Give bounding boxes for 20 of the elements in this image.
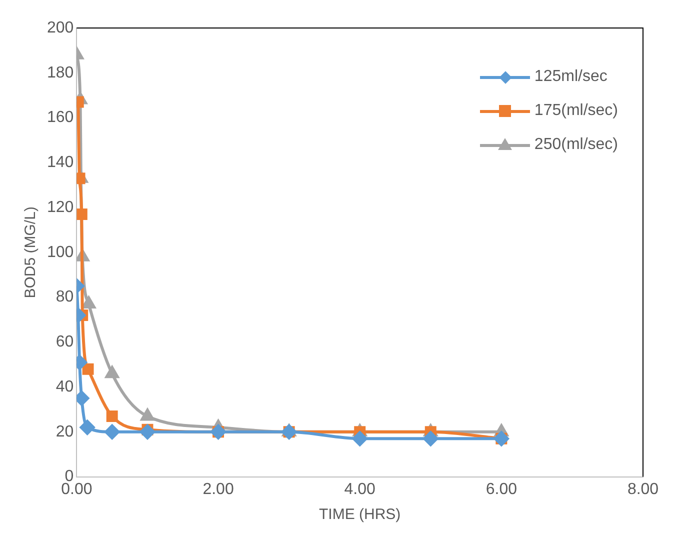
y-axis-title: BOD5 (MG/L) xyxy=(22,206,40,298)
x-tick-label: 4.00 xyxy=(344,480,376,498)
legend-label: 250(ml/sec) xyxy=(534,136,618,154)
x-tick-label: 6.00 xyxy=(486,480,518,498)
y-tick-label: 20 xyxy=(56,423,74,440)
legend-label: 125ml/sec xyxy=(534,68,608,86)
x-tick-label: 2.00 xyxy=(202,480,234,498)
x-axis-title: TIME (HRS) xyxy=(319,506,401,524)
y-tick-label: 200 xyxy=(46,19,74,36)
y-tick-label: 120 xyxy=(46,198,74,216)
x-tick-label: 0.00 xyxy=(61,480,92,498)
x-tick-label: 8.00 xyxy=(627,480,659,498)
y-tick-label: 140 xyxy=(46,154,74,172)
legend-label: 175(ml/sec) xyxy=(534,102,618,120)
y-tick-label: 100 xyxy=(46,244,74,261)
y-tick-label: 60 xyxy=(56,334,74,351)
y-tick-label: 80 xyxy=(56,288,74,306)
y-tick-label: 40 xyxy=(56,378,74,396)
y-tick-label: 160 xyxy=(46,109,74,126)
y-tick-label: 180 xyxy=(46,64,74,82)
